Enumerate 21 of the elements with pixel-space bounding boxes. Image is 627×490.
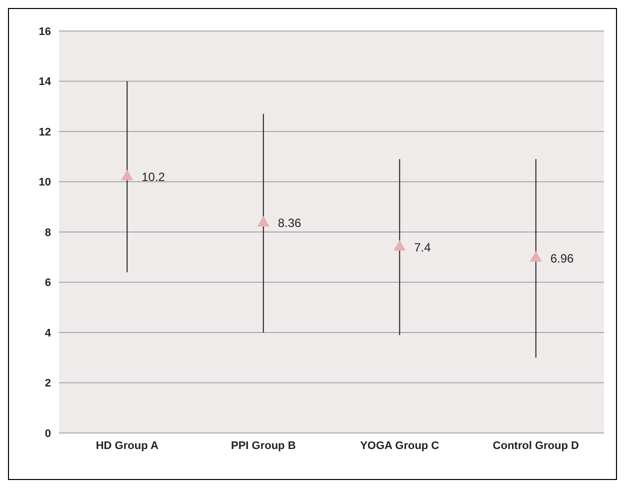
- x-tick-label: YOGA Group C: [360, 440, 440, 452]
- point: [394, 240, 406, 251]
- x-tick-label: Control Group D: [492, 440, 580, 452]
- y-tick-label: 2: [44, 378, 51, 390]
- data-label: 8.36: [278, 216, 302, 230]
- y-tick-label: 14: [38, 76, 52, 88]
- data-label: 10.2: [142, 170, 166, 184]
- y-tick-label: 0: [44, 428, 51, 440]
- y-tick-label: 4: [44, 327, 52, 340]
- y-tick-label: 10: [38, 176, 51, 189]
- point: [530, 251, 542, 262]
- point: [257, 216, 270, 226]
- y-tick-label: 16: [38, 26, 51, 38]
- point: [121, 170, 134, 180]
- y-tick-label: 12: [38, 126, 51, 138]
- data-label: 7.4: [414, 240, 432, 254]
- x-tick-label: HD Group A: [96, 440, 158, 452]
- y-tick-label: 8: [44, 226, 51, 239]
- x-tick-label: PPI Group B: [230, 440, 296, 452]
- y-tick-label: 6: [44, 277, 51, 290]
- data-label: 6.96: [550, 251, 574, 266]
